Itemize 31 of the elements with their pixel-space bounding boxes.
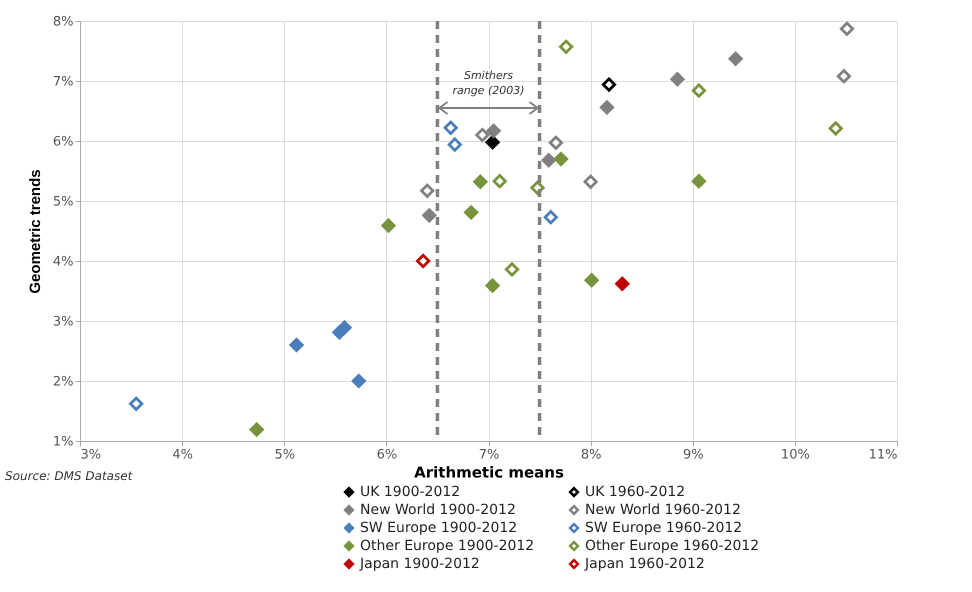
x-tick-label: 9% [682, 448, 704, 462]
x-tick-label: 3% [80, 448, 102, 462]
x-tick-label: 7% [478, 448, 500, 462]
legend-label: UK 1960-2012 [585, 484, 686, 500]
legend-label: Japan 1900-2012 [359, 556, 480, 572]
y-tick-label: 1% [52, 434, 74, 450]
x-tick-label: 6% [376, 448, 398, 462]
y-tick-label: 4% [52, 254, 74, 270]
y-tick-label: 2% [52, 374, 74, 390]
y-tick-label: 5% [52, 194, 74, 210]
annotation: Smithers range (2003) [452, 69, 525, 97]
y-tick-label: 6% [52, 134, 74, 150]
x-axis-title: Arithmetic means [414, 464, 564, 482]
legend-label: Other Europe 1900-2012 [360, 538, 534, 554]
y-tick-label: 8% [52, 14, 74, 30]
legend-label: UK 1900-2012 [360, 484, 460, 500]
source-note: Source: DMS Dataset [5, 469, 134, 483]
y-tick-label: 7% [52, 74, 74, 90]
legend-label: Japan 1960-2012 [584, 556, 705, 572]
x-tick-label: 10% [780, 448, 810, 462]
x-tick-label: 4% [172, 448, 193, 462]
y-tick-label: 3% [52, 314, 74, 330]
x-tick-label: 8% [580, 448, 602, 462]
y-axis-title: Geometric trends [26, 169, 44, 294]
legend-label: SW Europe 1960-2012 [585, 520, 742, 536]
legend-label: New World 1960-2012 [585, 502, 741, 518]
legend-label: Other Europe 1960-2012 [585, 538, 760, 554]
legend-label: SW Europe 1900-2012 [360, 520, 518, 536]
legend-label: New World 1900-2012 [360, 502, 516, 518]
x-tick-label: 5% [274, 448, 296, 462]
x-tick-label: 11% [868, 448, 898, 462]
